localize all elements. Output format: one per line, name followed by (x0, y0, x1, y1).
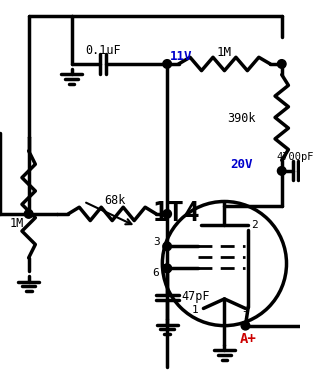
Text: 47pF: 47pF (181, 290, 210, 304)
Text: 1T4: 1T4 (153, 201, 201, 227)
Text: 1M: 1M (10, 217, 24, 230)
Text: 0.1uF: 0.1uF (85, 44, 121, 57)
Text: A+: A+ (240, 332, 257, 346)
Text: 390k: 390k (227, 112, 256, 125)
Text: 6: 6 (153, 268, 160, 278)
Text: 68k: 68k (104, 194, 125, 207)
Circle shape (163, 210, 171, 218)
Circle shape (163, 264, 171, 273)
Text: 1M: 1M (217, 46, 232, 59)
Circle shape (163, 264, 171, 273)
Text: 7: 7 (242, 311, 249, 321)
Text: 1: 1 (192, 305, 199, 315)
Text: 20V: 20V (230, 158, 253, 171)
Text: 2: 2 (251, 220, 258, 231)
Circle shape (24, 210, 33, 218)
Text: 4700pF: 4700pF (276, 152, 314, 162)
Circle shape (163, 60, 171, 68)
Circle shape (241, 321, 250, 330)
Circle shape (163, 242, 171, 251)
Circle shape (278, 166, 286, 175)
Circle shape (278, 60, 286, 68)
Text: 3: 3 (153, 237, 160, 247)
Text: 11V: 11V (170, 50, 192, 63)
